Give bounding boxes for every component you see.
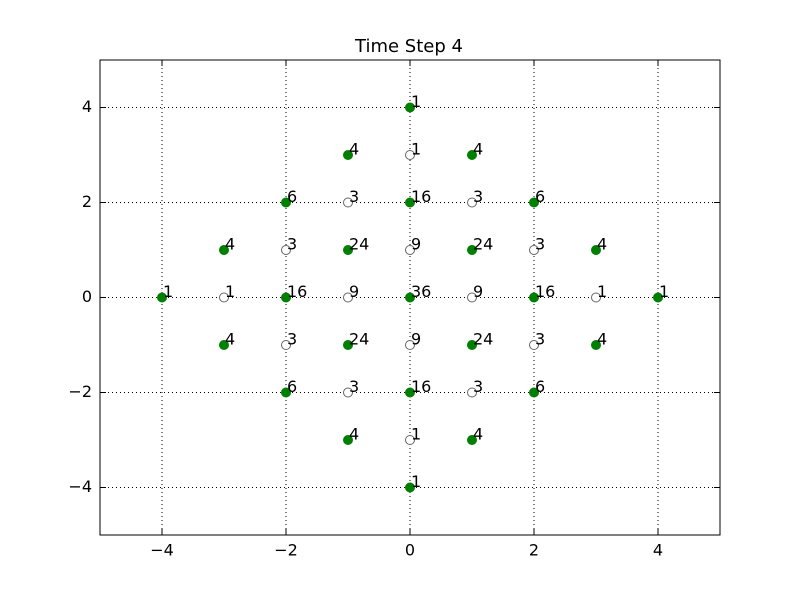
x-tick-label: 4: [653, 541, 663, 560]
x-tick-label: −2: [274, 541, 298, 560]
point: [529, 292, 539, 303]
point: [405, 435, 415, 445]
point-label: 24: [349, 235, 369, 254]
chart-title: Time Step 4: [354, 36, 463, 57]
y-tick-label: 4: [82, 97, 92, 116]
point-label: 9: [473, 282, 483, 301]
point-label: 4: [473, 140, 483, 159]
point: [467, 292, 477, 303]
point: [467, 197, 477, 208]
point: [529, 197, 539, 208]
x-tick-label: 0: [405, 541, 415, 560]
point-label: 6: [287, 187, 297, 206]
point-label: 1: [411, 140, 421, 159]
point: [405, 150, 415, 160]
point: [467, 340, 477, 350]
point-label: 1: [225, 282, 235, 301]
point-label: 4: [225, 330, 235, 349]
point-label: 3: [535, 330, 545, 349]
point-label: 1: [163, 282, 173, 301]
point-label: 24: [473, 330, 493, 349]
point: [281, 245, 291, 255]
point: [281, 340, 291, 350]
point-label: 3: [349, 187, 359, 206]
point-label: 4: [597, 235, 607, 254]
y-tick-label: −2: [68, 382, 92, 401]
point-label: 16: [287, 282, 307, 301]
point-label: 1: [411, 472, 421, 491]
point: [467, 435, 477, 445]
point: [281, 387, 291, 398]
point-label: 4: [349, 425, 359, 444]
point-label: 3: [473, 187, 483, 206]
point: [343, 340, 353, 350]
point: [653, 292, 663, 303]
point-label: 3: [349, 377, 359, 396]
point-label: 1: [597, 282, 607, 301]
point-label: 24: [473, 235, 493, 254]
point-label: 16: [411, 187, 431, 206]
point: [591, 340, 601, 350]
point: [405, 245, 415, 255]
point: [343, 245, 353, 255]
point: [219, 340, 229, 350]
point-label: 6: [535, 187, 545, 206]
point-label: 4: [225, 235, 235, 254]
x-tick-label: 2: [529, 541, 539, 560]
point-label: 1: [659, 282, 669, 301]
point: [219, 292, 229, 303]
y-tick-label: 2: [82, 192, 92, 211]
point-label: 36: [411, 282, 431, 301]
point: [467, 150, 477, 160]
y-tick-label: 0: [82, 287, 92, 306]
point: [529, 387, 539, 398]
point: [343, 197, 353, 208]
point-label: 3: [535, 235, 545, 254]
point-label: 3: [287, 330, 297, 349]
point-label: 6: [535, 377, 545, 396]
point: [529, 340, 539, 350]
point-label: 16: [535, 282, 555, 301]
point: [405, 197, 415, 208]
point-label: 9: [411, 235, 421, 254]
point: [343, 435, 353, 445]
point-label: 4: [349, 140, 359, 159]
point: [405, 387, 415, 398]
point: [529, 245, 539, 255]
point-label: 9: [349, 282, 359, 301]
point-label: 16: [411, 377, 431, 396]
point: [157, 292, 167, 303]
point-label: 1: [411, 92, 421, 111]
point-label: 3: [473, 377, 483, 396]
point-label: 3: [287, 235, 297, 254]
point-label: 9: [411, 330, 421, 349]
point: [405, 102, 415, 113]
point-label: 1: [411, 425, 421, 444]
point: [219, 245, 229, 255]
y-tick-label: −4: [68, 477, 92, 496]
point: [591, 292, 601, 303]
point-label: 6: [287, 377, 297, 396]
point: [467, 387, 477, 398]
point: [343, 387, 353, 398]
plot-frame: [99, 59, 721, 536]
point: [343, 150, 353, 160]
point: [281, 292, 291, 303]
point: [281, 197, 291, 208]
point: [343, 292, 353, 303]
point-label: 4: [597, 330, 607, 349]
point: [467, 245, 477, 255]
point: [405, 340, 415, 350]
point: [405, 292, 415, 303]
point-label: 4: [473, 425, 483, 444]
point: [591, 245, 601, 255]
point: [405, 482, 415, 493]
x-tick-label: −4: [150, 541, 174, 560]
point-label: 24: [349, 330, 369, 349]
